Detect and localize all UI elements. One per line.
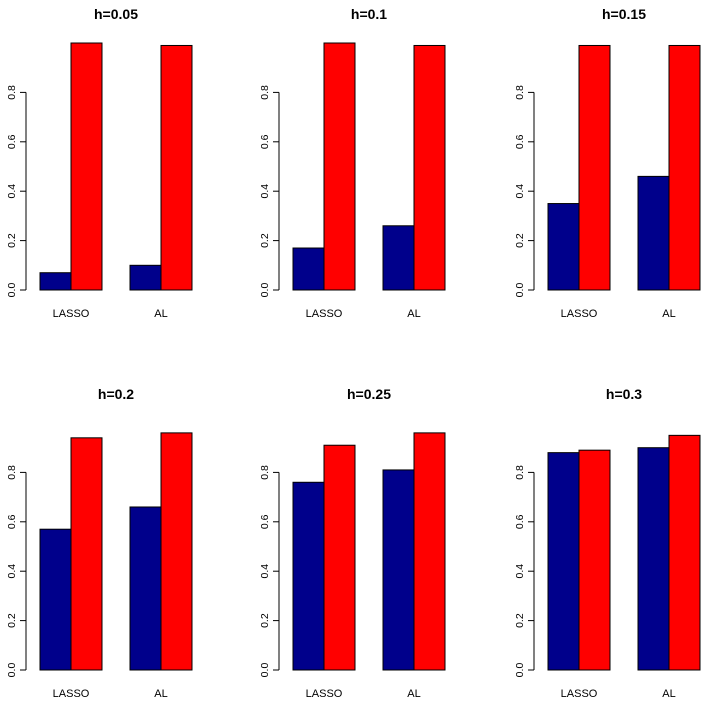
panel-title: h=0.05 <box>94 6 138 22</box>
y-tick-label: 0.2 <box>259 233 271 248</box>
bar-al-series_1 <box>637 175 670 291</box>
panel-title: h=0.2 <box>98 386 134 402</box>
bar-al-series_2 <box>668 434 701 671</box>
y-tick-label: 0.0 <box>259 663 271 678</box>
bar-lasso-series_1 <box>39 528 72 671</box>
panel-5: h=0.25 0.0 0.2 0.4 0.6 0.8 LASSO AL <box>259 386 446 700</box>
panel-title: h=0.1 <box>351 6 387 22</box>
bar-al-series_2 <box>160 44 193 291</box>
x-category-label: LASSO <box>306 688 343 700</box>
bar-al-series_2 <box>160 432 193 671</box>
y-tick-label: 0.6 <box>259 514 271 529</box>
bar-lasso-series_1 <box>292 247 325 291</box>
y-tick-label: 0.6 <box>6 134 18 149</box>
y-tick-label: 0.8 <box>6 465 18 480</box>
bar-lasso-series_1 <box>547 452 580 671</box>
x-category-label: AL <box>662 688 675 700</box>
bar-lasso-series_2 <box>578 449 611 671</box>
y-tick-label: 0.4 <box>259 184 271 199</box>
panel-title: h=0.15 <box>602 6 646 22</box>
panel-title: h=0.3 <box>606 386 642 402</box>
y-tick-label: 0.8 <box>259 85 271 100</box>
panel-3: h=0.15 0.0 0.2 0.4 0.6 0.8 LASSO AL <box>514 6 701 320</box>
y-tick-label: 0.0 <box>514 283 526 298</box>
bar-al-series_1 <box>637 447 670 671</box>
bar-al-series_2 <box>668 44 701 291</box>
y-tick-label: 0.2 <box>514 233 526 248</box>
bar-lasso-series_1 <box>39 272 72 291</box>
x-category-label: LASSO <box>561 688 598 700</box>
y-tick-label: 0.2 <box>6 613 18 628</box>
x-category-label: AL <box>407 308 420 320</box>
x-category-label: LASSO <box>53 308 90 320</box>
bar-al-series_1 <box>382 469 415 671</box>
bar-al-series_1 <box>382 225 415 291</box>
y-tick-label: 0.6 <box>514 134 526 149</box>
panel-title: h=0.25 <box>347 386 391 402</box>
panel-2: h=0.1 0.0 0.2 0.4 0.6 0.8 LASSO AL <box>259 6 446 320</box>
bar-lasso-series_1 <box>547 203 580 291</box>
bar-lasso-series_2 <box>323 444 356 671</box>
x-category-label: AL <box>154 308 167 320</box>
panel-6: h=0.3 0.0 0.2 0.4 0.6 0.8 LASSO AL <box>514 386 701 700</box>
y-tick-label: 0.2 <box>514 613 526 628</box>
bar-lasso-series_2 <box>70 437 103 671</box>
bar-lasso-series_2 <box>70 42 103 291</box>
x-category-label: AL <box>407 688 420 700</box>
x-category-label: LASSO <box>306 308 343 320</box>
y-tick-label: 0.0 <box>6 283 18 298</box>
bar-lasso-series_2 <box>578 44 611 291</box>
x-category-label: LASSO <box>561 308 598 320</box>
bar-lasso-series_2 <box>323 42 356 291</box>
panel-1: h=0.05 0.0 0.2 0.4 0.6 0.8 LASSO AL <box>6 6 193 320</box>
y-tick-label: 0.2 <box>259 613 271 628</box>
y-tick-label: 0.0 <box>514 663 526 678</box>
y-tick-label: 0.6 <box>259 134 271 149</box>
y-tick-label: 0.2 <box>6 233 18 248</box>
y-tick-label: 0.4 <box>6 564 18 579</box>
y-tick-label: 0.4 <box>6 184 18 199</box>
y-tick-label: 0.0 <box>259 283 271 298</box>
bar-al-series_1 <box>129 506 162 671</box>
y-tick-label: 0.8 <box>514 85 526 100</box>
y-tick-label: 0.8 <box>259 465 271 480</box>
panel-4: h=0.2 0.0 0.2 0.4 0.6 0.8 LASSO AL <box>6 386 193 700</box>
bar-al-series_1 <box>129 264 162 291</box>
x-category-label: AL <box>154 688 167 700</box>
y-tick-label: 0.8 <box>514 465 526 480</box>
x-category-label: LASSO <box>53 688 90 700</box>
y-tick-label: 0.6 <box>514 514 526 529</box>
bar-al-series_2 <box>413 44 446 291</box>
bar-al-series_2 <box>413 432 446 671</box>
y-tick-label: 0.4 <box>259 564 271 579</box>
y-tick-label: 0.8 <box>6 85 18 100</box>
y-tick-label: 0.6 <box>6 514 18 529</box>
y-tick-label: 0.4 <box>514 184 526 199</box>
y-tick-label: 0.0 <box>6 663 18 678</box>
x-category-label: AL <box>662 308 675 320</box>
bar-lasso-series_1 <box>292 481 325 671</box>
y-tick-label: 0.4 <box>514 564 526 579</box>
